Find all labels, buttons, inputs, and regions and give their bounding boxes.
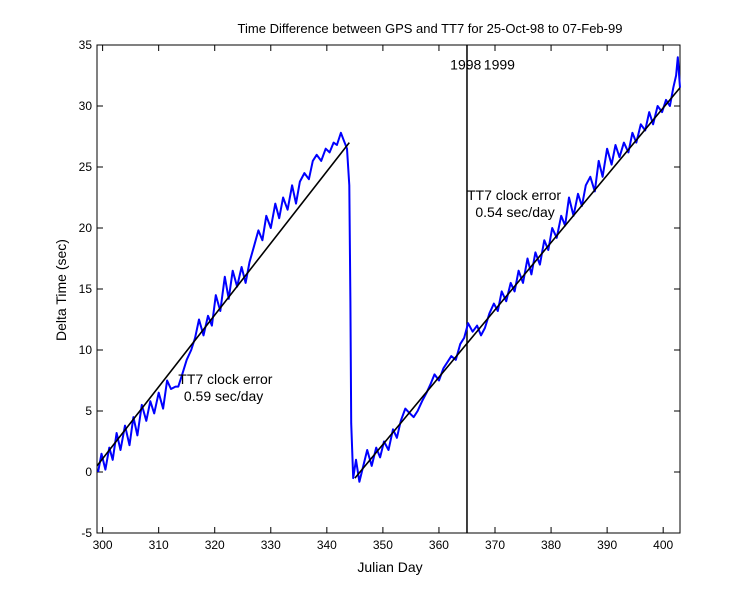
fit-line-1999 <box>354 87 681 479</box>
year-label-1998: 1998 <box>450 56 481 72</box>
y-tick-label: 30 <box>79 99 93 113</box>
x-tick-label: 330 <box>261 538 281 552</box>
y-tick-label: 25 <box>79 160 93 174</box>
x-tick-label: 350 <box>373 538 393 552</box>
chart-title: Time Difference between GPS and TT7 for … <box>238 21 623 36</box>
y-tick-label: 10 <box>79 343 93 357</box>
x-tick-label: 310 <box>149 538 169 552</box>
annotation-error-value-1999: 0.54 sec/day <box>475 204 554 220</box>
x-tick-label: 300 <box>93 538 113 552</box>
fit-line-1998 <box>96 142 350 467</box>
y-tick-label: 0 <box>85 465 92 479</box>
y-tick-label: 35 <box>79 38 93 52</box>
plot-area: 300 310 320 330 340 350 360 370 380 390 400 -5 0 5 10 1… <box>79 38 681 552</box>
x-tick-label: 320 <box>205 538 225 552</box>
annotation-error-value-1998: 0.59 sec/day <box>184 388 263 404</box>
annotation-error-label-1999: TT7 clock error <box>467 187 561 203</box>
x-tick-label: 340 <box>317 538 337 552</box>
y-tick-label: 20 <box>79 221 93 235</box>
x-tick-label: 390 <box>597 538 617 552</box>
measured-delta-line <box>97 56 681 483</box>
x-tick-label: 370 <box>485 538 505 552</box>
plot-frame <box>96 44 681 534</box>
x-tick-label: 400 <box>653 538 673 552</box>
x-tick-label: 360 <box>429 538 449 552</box>
x-tick-label: 380 <box>541 538 561 552</box>
y-tick-label: 15 <box>79 282 93 296</box>
y-tick-label: -5 <box>81 526 92 540</box>
annotation-error-label-1998: TT7 clock error <box>178 371 272 387</box>
y-tick-label: 5 <box>85 404 92 418</box>
x-axis-title: Julian Day <box>357 559 422 575</box>
year-label-1999: 1999 <box>484 56 515 72</box>
y-axis-title: Delta Time (sec) <box>53 239 69 341</box>
